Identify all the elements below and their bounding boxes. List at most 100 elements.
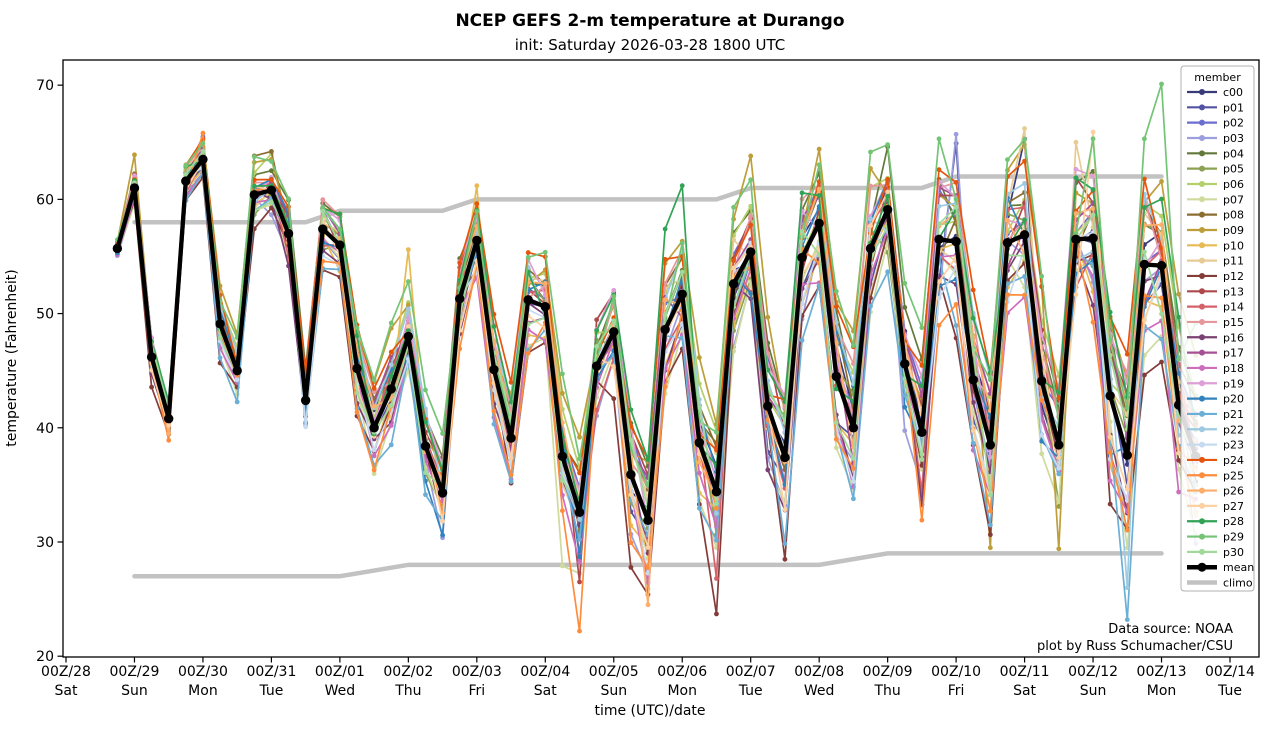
legend-item-marker — [1199, 150, 1205, 157]
legend-item-marker — [1199, 548, 1205, 555]
y-tick-label: 20 — [36, 649, 54, 665]
x-tick-label-utc: 00Z/29 — [110, 664, 160, 680]
x-tick-label-day: Tue — [738, 683, 763, 699]
legend-item-p09: p09 — [1187, 224, 1244, 237]
series-mean-points — [112, 154, 1201, 525]
legend-item-p19: p19 — [1187, 377, 1244, 390]
plot-dynamic-content: 20 30 40 50 60 70 00Z/28 Sat 00Z/29 Sun 00Z/30 Mon 0… — [36, 78, 1255, 699]
legend-item-marker — [1199, 426, 1205, 433]
legend-item-label: p13 — [1223, 285, 1244, 298]
legend-item-label: p29 — [1223, 531, 1244, 544]
legend-item-marker — [1199, 272, 1205, 279]
legend-item-label: p05 — [1223, 163, 1244, 176]
legend-item-p11: p11 — [1187, 255, 1244, 268]
legend-item-p24: p24 — [1187, 454, 1244, 467]
legend-item-p10: p10 — [1187, 239, 1244, 252]
legend-item-label: climo — [1223, 577, 1253, 590]
legend-item-p05: p05 — [1187, 163, 1244, 176]
legend-item-marker — [1199, 487, 1205, 494]
legend-item-marker — [1199, 318, 1205, 325]
x-tick-label-utc: 00Z/13 — [1137, 664, 1187, 680]
x-tick-label-utc: 00Z/09 — [863, 664, 913, 680]
legend-item-p15: p15 — [1187, 316, 1244, 329]
legend-item-p26: p26 — [1187, 485, 1244, 498]
legend-item-label: p17 — [1223, 347, 1244, 360]
legend-item-marker — [1199, 410, 1205, 417]
x-tick-label-day: Tue — [1217, 683, 1242, 699]
legend-item-label: p10 — [1223, 239, 1244, 252]
legend-item-p06: p06 — [1187, 178, 1244, 191]
legend-item-marker — [1199, 119, 1205, 126]
legend-item-marker — [1199, 134, 1205, 141]
legend-item-label: p03 — [1223, 132, 1244, 145]
x-tick-label-utc: 00Z/05 — [589, 664, 639, 680]
legend-item-label: p19 — [1223, 377, 1244, 390]
legend-item-label: p26 — [1223, 485, 1244, 498]
legend-item-label: p27 — [1223, 500, 1244, 513]
legend-item-marker — [1199, 364, 1205, 371]
legend-item-marker — [1199, 518, 1205, 525]
legend-item-label: p24 — [1223, 454, 1244, 467]
legend-item-label: p01 — [1223, 101, 1244, 114]
y-tick-label: 40 — [36, 421, 54, 437]
legend-item-label: p06 — [1223, 178, 1244, 191]
axis-ticks: 20 30 40 50 60 70 00Z/28 Sat 00Z/29 Sun 00Z/30 Mon 0… — [36, 78, 1255, 699]
x-tick-label-day: Sun — [600, 683, 627, 699]
legend-item-label: p23 — [1223, 439, 1244, 452]
legend-item-label: c00 — [1223, 86, 1243, 99]
legend-item-p20: p20 — [1187, 393, 1244, 406]
legend-item-p16: p16 — [1187, 331, 1244, 344]
legend-item-p08: p08 — [1187, 209, 1244, 222]
legend-item-label: p08 — [1223, 209, 1244, 222]
x-tick-label-utc: 00Z/08 — [794, 664, 844, 680]
legend-item-p30: p30 — [1187, 546, 1244, 559]
x-tick-label-utc: 00Z/07 — [726, 664, 776, 680]
y-tick-label: 30 — [36, 535, 54, 551]
series-climo-lower-line — [132, 551, 1164, 579]
legend-item-marker — [1199, 89, 1205, 95]
x-tick-label-utc: 00Z/30 — [178, 664, 228, 680]
legend-title: member — [1194, 71, 1241, 84]
legend-item-label: p15 — [1223, 316, 1244, 329]
legend-item-marker — [1199, 257, 1205, 264]
x-tick-label-day: Fri — [948, 683, 965, 699]
legend-item-p29: p29 — [1187, 531, 1244, 544]
x-tick-label-day: Sun — [121, 683, 148, 699]
legend-item-marker — [1197, 562, 1207, 572]
legend-item-p12: p12 — [1187, 270, 1244, 283]
x-tick-label-day: Sat — [534, 683, 557, 699]
legend-item-marker — [1199, 211, 1205, 218]
legend-item-p23: p23 — [1187, 439, 1244, 452]
series-mean — [112, 154, 1201, 525]
legend-item-marker — [1199, 456, 1205, 463]
x-tick-label-day: Wed — [325, 683, 356, 699]
chart-title: NCEP GEFS 2-m temperature at Durango — [455, 11, 844, 31]
x-tick-label-utc: 00Z/11 — [1000, 664, 1050, 680]
legend-item-p28: p28 — [1187, 515, 1244, 528]
x-tick-label-utc: 00Z/14 — [1205, 664, 1255, 680]
legend-item-p01: p01 — [1187, 101, 1244, 114]
legend-item-label: p09 — [1223, 224, 1244, 237]
legend-item-marker — [1199, 104, 1205, 111]
x-tick-label-utc: 00Z/01 — [315, 664, 365, 680]
legend-item-label: p04 — [1223, 147, 1244, 160]
x-tick-label-day: Sat — [1013, 683, 1036, 699]
x-tick-label-utc: 00Z/02 — [383, 664, 433, 680]
x-tick-label-utc: 00Z/04 — [520, 664, 570, 680]
legend-item-p03: p03 — [1187, 132, 1244, 145]
y-tick-label: 60 — [36, 192, 54, 208]
legend-item-marker — [1199, 349, 1205, 356]
legend-item-marker — [1199, 334, 1205, 341]
legend-item-label: p14 — [1223, 301, 1244, 314]
x-tick-label-utc: 00Z/31 — [246, 664, 296, 680]
legend-item-p14: p14 — [1187, 301, 1244, 314]
y-tick-label: 70 — [36, 78, 54, 94]
legend-item-marker — [1199, 165, 1205, 172]
legend-item-label: mean — [1223, 561, 1254, 574]
x-tick-label-day: Mon — [667, 683, 697, 699]
legend-item-marker — [1199, 226, 1205, 233]
legend-item-p13: p13 — [1187, 285, 1244, 298]
legend-item-p21: p21 — [1187, 408, 1244, 421]
legend-item-label: p12 — [1223, 270, 1244, 283]
